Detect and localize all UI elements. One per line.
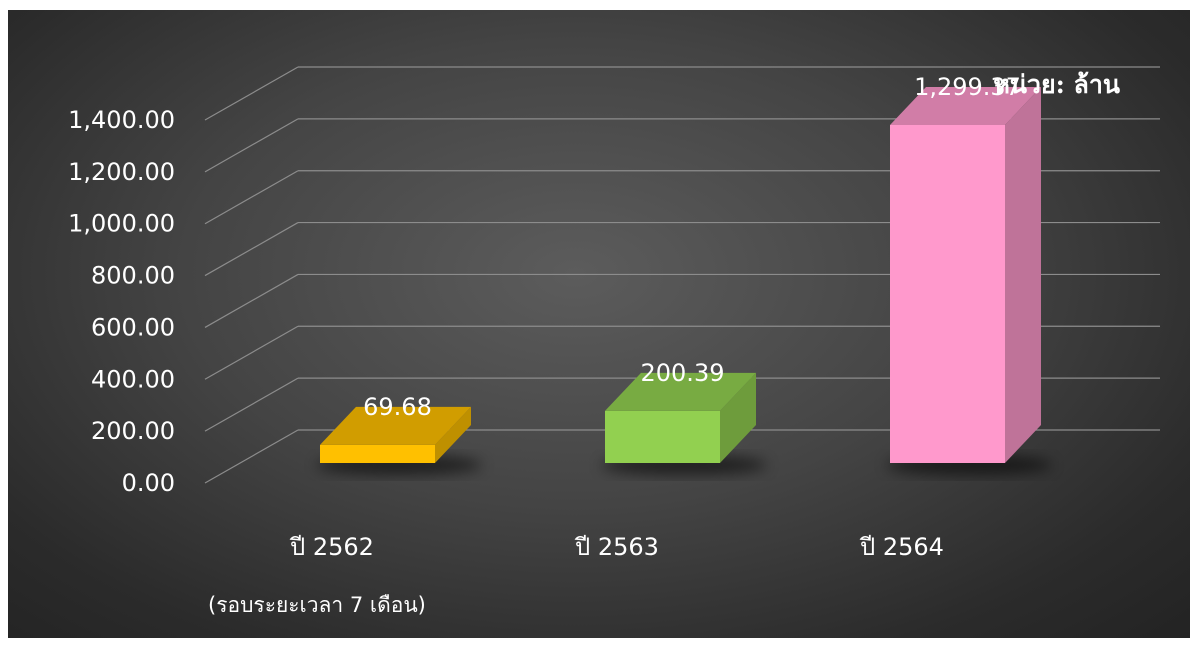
bar-3 (886, 87, 1052, 475)
bar-side (435, 406, 471, 463)
unit-label: หน่วย: ล้าน (993, 70, 1120, 99)
bar-front (890, 125, 1005, 463)
y-tick-label: 200.00 (91, 417, 175, 445)
bar-front (605, 410, 720, 463)
bar-top (320, 406, 471, 445)
gridline-diagonal (204, 118, 299, 173)
y-tick-label: 0.00 (122, 469, 175, 497)
gridline-diagonal (204, 170, 299, 225)
gridline-diagonal (204, 66, 299, 121)
bar-top (605, 372, 756, 411)
bar-side (720, 372, 756, 463)
data-label: 1,299.37 (914, 73, 1021, 101)
category-sublabel: (รอบระยะเวลา 7 เดือน) (208, 593, 426, 617)
y-tick-label: 800.00 (91, 262, 175, 290)
category-label: ปี 2564 (859, 533, 944, 561)
gridline-diagonal (204, 325, 299, 380)
category-label: ปี 2563 (574, 533, 659, 561)
category-label: ปี 2562 (289, 533, 374, 561)
y-tick-label: 1,000.00 (68, 210, 175, 238)
bar-top (890, 87, 1041, 125)
gridline-diagonal (204, 377, 299, 432)
data-label: 200.39 (641, 359, 725, 387)
y-tick-label: 600.00 (91, 313, 175, 341)
data-labels: 69.68 200.39 1,299.37 (363, 73, 1021, 421)
y-axis-tick-labels: 0.00 200.00 400.00 600.00 800.00 1,000.00 1,20… (68, 106, 175, 497)
gridline-diagonal (204, 222, 299, 277)
bar-2 (601, 372, 767, 475)
bars (316, 87, 1052, 475)
y-tick-label: 1,200.00 (68, 158, 175, 186)
data-label: 69.68 (363, 393, 432, 421)
bar-side (1005, 87, 1041, 463)
y-tick-label: 1,400.00 (68, 106, 175, 134)
gridline-diagonal (204, 273, 299, 328)
bar-1 (316, 406, 482, 475)
bar-front (320, 444, 435, 463)
x-axis-category-labels: ปี 2562 (รอบระยะเวลา 7 เดือน) ปี 2563 ปี 25… (208, 533, 944, 617)
y-tick-label: 400.00 (91, 365, 175, 393)
gridline-diagonal (204, 429, 299, 484)
